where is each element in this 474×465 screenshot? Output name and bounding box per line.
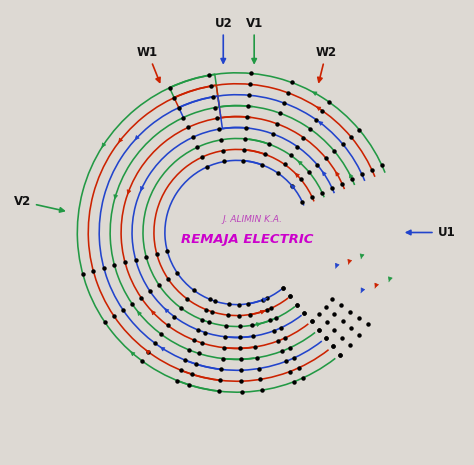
Text: W1: W1 bbox=[137, 46, 160, 82]
Text: U1: U1 bbox=[407, 226, 456, 239]
Text: J. ALIMIN K.A.: J. ALIMIN K.A. bbox=[222, 215, 283, 224]
Text: W2: W2 bbox=[316, 46, 337, 82]
Text: V2: V2 bbox=[14, 195, 64, 212]
Text: U2: U2 bbox=[214, 17, 232, 63]
Text: REMAJA ELECTRIC: REMAJA ELECTRIC bbox=[181, 233, 314, 246]
Text: V1: V1 bbox=[246, 17, 263, 63]
